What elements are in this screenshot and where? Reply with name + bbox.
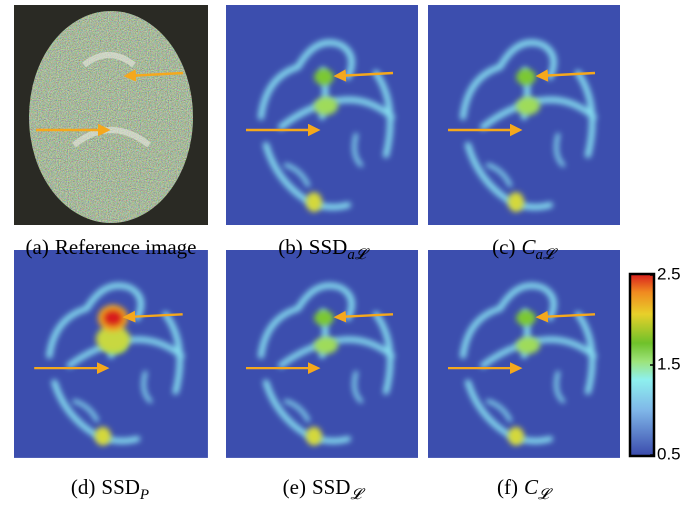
page: (a)Reference image (b)SSDa𝓛 (c)Ca𝓛 (d)SS… xyxy=(0,0,690,526)
colorbar-tick-label: 2.5 xyxy=(657,264,681,283)
panel-b xyxy=(226,5,418,225)
caption-text: C xyxy=(521,235,536,259)
caption-text: SSD xyxy=(101,475,140,499)
figure: (a)Reference image (b)SSDa𝓛 (c)Ca𝓛 (d)SS… xyxy=(0,0,690,526)
caption-text: C xyxy=(524,475,539,499)
panel-c xyxy=(428,5,620,225)
colorbar-tick-label: 0.5 xyxy=(657,444,681,463)
caption-label: (e) xyxy=(283,475,306,499)
caption: (f) C𝓛 xyxy=(497,475,553,503)
caption-label: (b) xyxy=(278,235,303,259)
caption-sub: 𝓛 xyxy=(538,487,553,503)
reference-image xyxy=(14,5,208,225)
caption: (b)SSDa𝓛 xyxy=(278,235,370,263)
caption-label: (a) xyxy=(26,235,49,259)
caption-label: (f) xyxy=(497,475,518,499)
caption-sub: 𝓛 xyxy=(350,487,365,503)
panel-e xyxy=(226,250,418,458)
caption: (c)Ca𝓛 xyxy=(492,235,558,263)
colorbar-tick-label: 1.5 xyxy=(657,354,681,373)
caption-sub: P xyxy=(139,487,149,503)
caption-text: SSD xyxy=(312,475,351,499)
caption-text: SSD xyxy=(309,235,348,259)
panel-f xyxy=(428,250,620,458)
caption-text: Reference image xyxy=(55,235,197,259)
panel-d xyxy=(14,250,208,458)
caption-label: (c) xyxy=(492,235,515,259)
caption-label: (d) xyxy=(71,475,96,499)
caption: (e) SSD𝓛 xyxy=(283,475,366,503)
caption: (d)SSDP xyxy=(71,475,149,503)
